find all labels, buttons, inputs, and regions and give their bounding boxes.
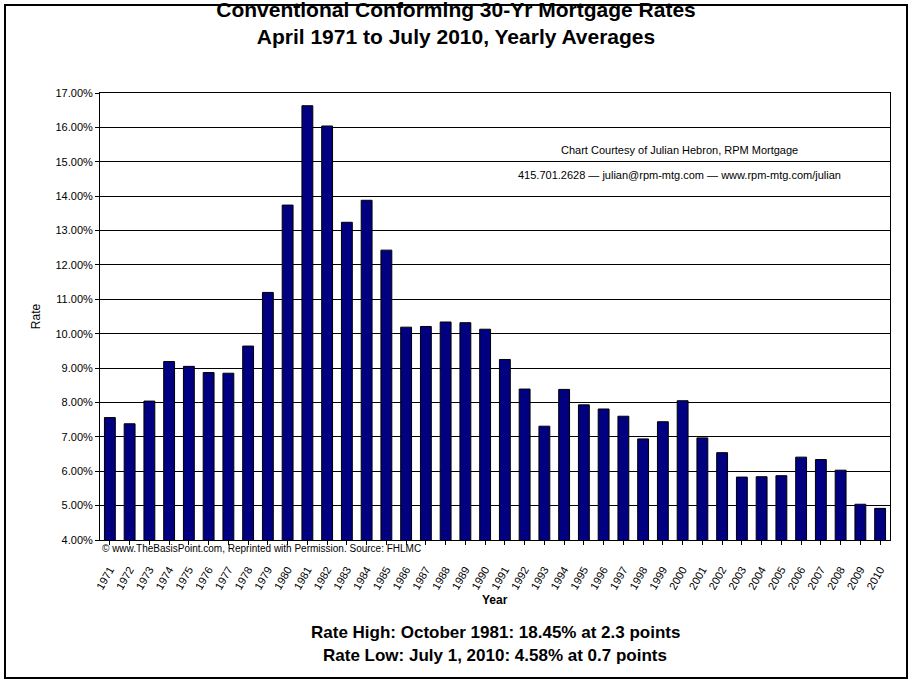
svg-text:Rate: Rate <box>29 304 43 330</box>
svg-text:2009: 2009 <box>844 564 867 591</box>
svg-text:15.00%: 15.00% <box>55 156 93 168</box>
svg-text:11.00%: 11.00% <box>56 293 93 305</box>
svg-text:Rate High: October 1981: 18.45: Rate High: October 1981: 18.45% at 2.3 p… <box>311 623 680 642</box>
svg-text:1977: 1977 <box>212 564 235 591</box>
svg-text:1985: 1985 <box>370 564 393 591</box>
svg-text:415.701.2628 — julian@rpm-mtg.: 415.701.2628 — julian@rpm-mtg.com — www.… <box>518 169 841 181</box>
svg-text:2005: 2005 <box>765 564 788 591</box>
svg-text:4.00%: 4.00% <box>62 534 93 546</box>
svg-text:1973: 1973 <box>133 564 156 591</box>
svg-text:Year: Year <box>482 593 508 607</box>
svg-text:2003: 2003 <box>726 564 749 591</box>
svg-text:1997: 1997 <box>607 564 630 591</box>
svg-text:1976: 1976 <box>192 564 215 591</box>
svg-text:Chart Courtesy of Julian Hebro: Chart Courtesy of Julian Hebron, RPM Mor… <box>561 144 798 156</box>
svg-text:1971: 1971 <box>94 564 117 591</box>
svg-text:2002: 2002 <box>706 564 729 591</box>
svg-text:2004: 2004 <box>745 564 768 591</box>
svg-text:1974: 1974 <box>153 564 176 591</box>
svg-text:1990: 1990 <box>469 564 492 591</box>
svg-text:1979: 1979 <box>252 564 275 591</box>
svg-text:9.00%: 9.00% <box>62 362 93 374</box>
svg-text:1995: 1995 <box>568 564 591 591</box>
svg-text:14.00%: 14.00% <box>55 190 93 202</box>
svg-text:1998: 1998 <box>627 564 650 591</box>
svg-text:1982: 1982 <box>311 564 334 591</box>
svg-text:Rate Low: July 1, 2010: 4.58%: Rate Low: July 1, 2010: 4.58% at 0.7 poi… <box>323 646 667 665</box>
svg-text:1984: 1984 <box>350 564 373 591</box>
svg-text:1978: 1978 <box>232 564 255 591</box>
svg-text:10.00%: 10.00% <box>55 328 93 340</box>
svg-text:© www.TheBasisPoint.com, Repri: © www.TheBasisPoint.com, Reprinted with … <box>102 543 421 554</box>
svg-text:1992: 1992 <box>508 564 531 591</box>
svg-text:1991: 1991 <box>489 564 512 591</box>
svg-text:5.00%: 5.00% <box>62 499 93 511</box>
svg-text:1988: 1988 <box>429 564 452 591</box>
svg-text:7.00%: 7.00% <box>62 431 93 443</box>
svg-text:Conventional Conforming 30-Yr: Conventional Conforming 30-Yr Mortgage R… <box>216 0 696 48</box>
svg-text:1981: 1981 <box>291 564 314 591</box>
svg-text:1986: 1986 <box>390 564 413 591</box>
svg-text:8.00%: 8.00% <box>62 396 93 408</box>
svg-text:1993: 1993 <box>528 564 551 591</box>
svg-text:1987: 1987 <box>410 564 433 591</box>
svg-text:1999: 1999 <box>647 564 670 591</box>
svg-text:1989: 1989 <box>449 564 472 591</box>
svg-text:2000: 2000 <box>666 564 689 591</box>
svg-text:2008: 2008 <box>824 564 847 591</box>
svg-text:2006: 2006 <box>785 564 808 591</box>
svg-text:1972: 1972 <box>113 564 136 591</box>
svg-text:6.00%: 6.00% <box>62 465 93 477</box>
svg-text:1994: 1994 <box>548 564 571 591</box>
svg-text:1975: 1975 <box>173 564 196 591</box>
svg-text:1983: 1983 <box>331 564 354 591</box>
svg-text:16.00%: 16.00% <box>55 121 93 133</box>
svg-text:2010: 2010 <box>864 564 887 591</box>
svg-text:13.00%: 13.00% <box>55 224 93 236</box>
svg-text:17.00%: 17.00% <box>55 87 93 99</box>
svg-text:1996: 1996 <box>587 564 610 591</box>
svg-text:1980: 1980 <box>271 564 294 591</box>
svg-text:2007: 2007 <box>805 564 828 591</box>
svg-text:2001: 2001 <box>686 564 709 591</box>
svg-text:12.00%: 12.00% <box>55 259 93 271</box>
